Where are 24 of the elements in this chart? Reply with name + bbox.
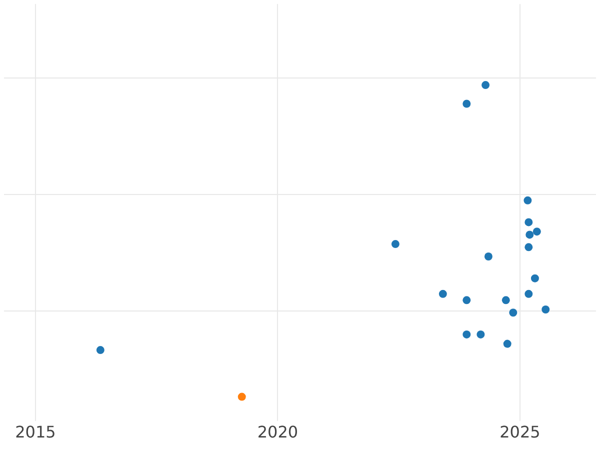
point <box>482 81 490 90</box>
point <box>509 308 518 317</box>
x-tick-label: 2025 <box>500 422 540 442</box>
point <box>391 240 400 248</box>
point <box>526 230 534 239</box>
point <box>503 340 512 348</box>
point <box>524 218 533 226</box>
point <box>502 296 510 304</box>
point <box>542 306 550 314</box>
point <box>532 228 541 236</box>
point <box>462 330 471 338</box>
point <box>524 243 533 252</box>
point <box>530 274 539 282</box>
point <box>484 252 492 261</box>
point <box>476 330 485 338</box>
point <box>462 100 471 108</box>
point <box>238 392 246 401</box>
point <box>524 196 532 204</box>
point <box>96 346 104 354</box>
x-tick-label: 2020 <box>257 422 298 442</box>
point <box>438 290 447 298</box>
point <box>462 296 471 304</box>
x-tick-label: 2015 <box>15 422 56 442</box>
point <box>524 290 533 298</box>
